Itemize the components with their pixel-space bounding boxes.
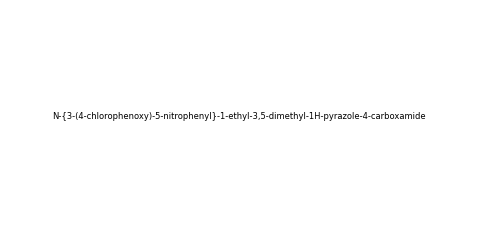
Text: N-{3-(4-chlorophenoxy)-5-nitrophenyl}-1-ethyl-3,5-dimethyl-1H-pyrazole-4-carboxa: N-{3-(4-chlorophenoxy)-5-nitrophenyl}-1-… (52, 112, 426, 121)
